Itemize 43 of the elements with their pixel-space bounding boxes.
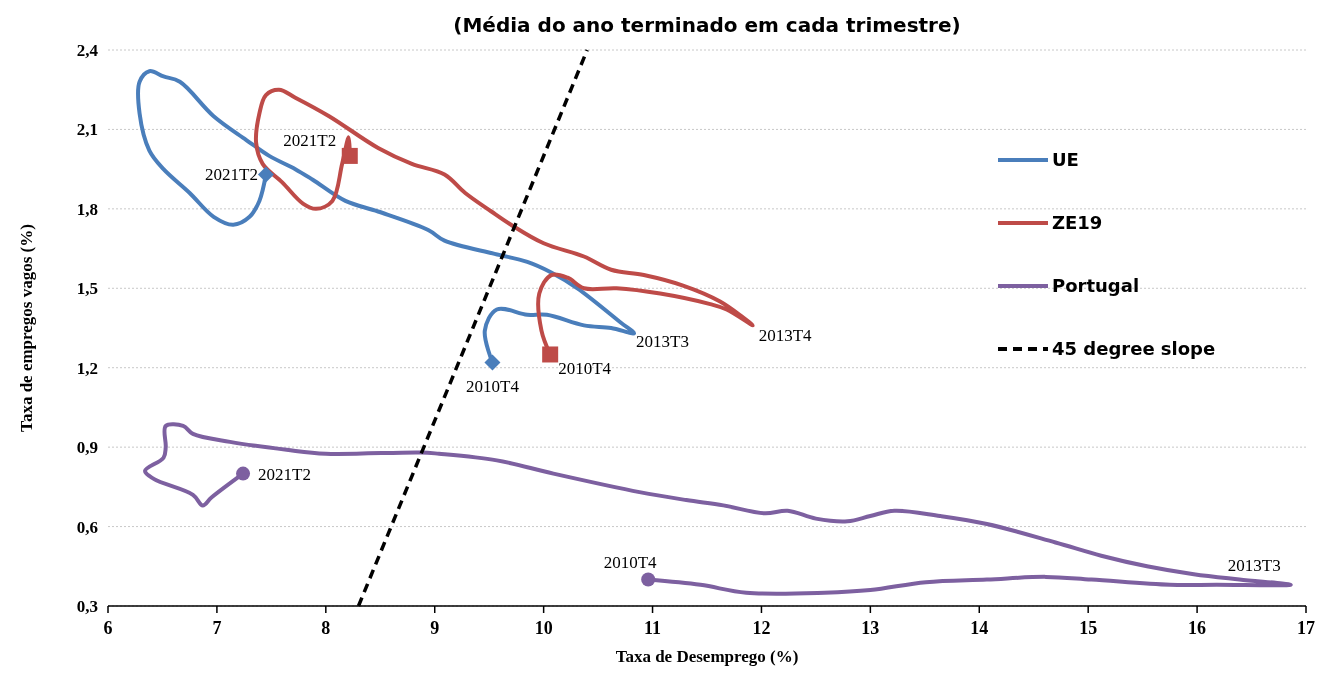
point: [341, 147, 358, 164]
legend-label: ZE19: [1052, 212, 1103, 234]
y-tick-label: 0,9: [76, 438, 98, 458]
point: [542, 346, 559, 363]
x-tick-label: 15: [1079, 618, 1098, 638]
x-tick-label: 7: [212, 618, 222, 638]
legend-label: UE: [1052, 149, 1079, 171]
x-tick-label: 13: [861, 618, 880, 638]
point: [641, 572, 656, 587]
legend-label: 45 degree slope: [1052, 338, 1216, 360]
y-tick-label: 1,2: [76, 358, 98, 378]
y-tick-label: 0,3: [76, 596, 98, 616]
annotation: 2010T4: [558, 359, 612, 379]
annotation: 2013T3: [1227, 555, 1281, 575]
y-tick-label: 1,8: [76, 199, 98, 219]
x-tick-label: 10: [534, 618, 553, 638]
y-tick-label: 2,1: [76, 120, 98, 140]
annotation: 2021T2: [205, 165, 258, 185]
y-tick-label: 0,6: [76, 517, 98, 537]
annotation: 2010T4: [466, 377, 520, 397]
x-tick-label: 6: [103, 618, 113, 638]
x-tick-label: 12: [752, 618, 771, 638]
point: [484, 354, 501, 371]
annotation: 2013T4: [758, 326, 813, 346]
x-tick-label: 14: [970, 618, 989, 638]
x-axis-title: Taxa de Desemprego (%): [615, 647, 799, 666]
point: [236, 466, 251, 481]
y-tick-label: 2,4: [76, 40, 99, 60]
x-tick-label: 8: [321, 618, 331, 638]
point: [257, 166, 274, 183]
x-tick-label: 17: [1297, 618, 1315, 638]
annotation: 2021T2: [258, 464, 311, 484]
annotation: 2010T4: [603, 552, 658, 572]
y-axis-title: Taxa de empregos vagos (%): [17, 224, 36, 432]
annotation: 2021T2: [283, 130, 337, 150]
x-tick-label: 16: [1188, 618, 1207, 638]
chart-title: (Média do ano terminado em cada trimestre): [453, 13, 961, 37]
y-tick-label: 1,5: [76, 279, 98, 299]
annotation: 2013T3: [636, 332, 689, 352]
line-series: [143, 422, 1293, 596]
x-tick-label: 9: [430, 618, 440, 638]
legend-label: Portugal: [1052, 275, 1140, 297]
x-tick-label: 11: [644, 618, 662, 638]
